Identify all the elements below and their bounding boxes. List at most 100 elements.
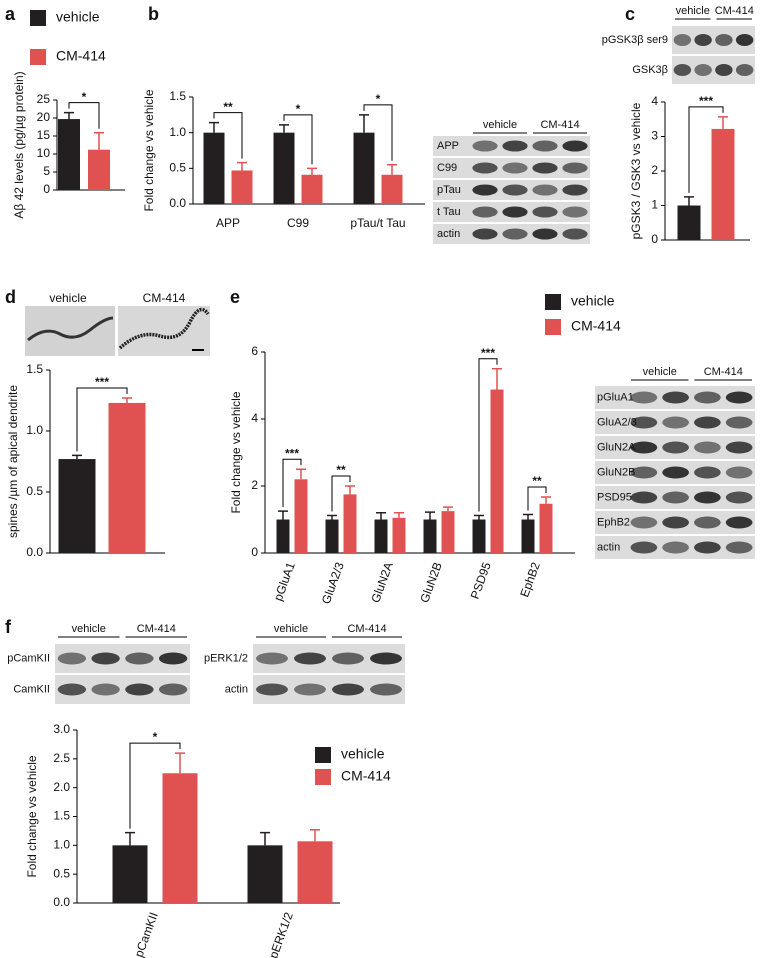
blot-band (725, 516, 753, 529)
x-tick-label: GluN2A (368, 560, 396, 604)
blot-band (725, 491, 753, 504)
blot-band (630, 416, 658, 429)
significance-bracket (688, 106, 724, 193)
bar (343, 494, 357, 553)
bar (273, 132, 295, 204)
blot-group-label: vehicle (676, 5, 710, 17)
blot-band (532, 184, 558, 196)
x-tick-label: EphB2 (517, 560, 543, 599)
blot-band (472, 228, 498, 240)
blot-band (662, 541, 689, 554)
blot-group-label: vehicle (274, 623, 308, 635)
bar (231, 170, 253, 204)
blot-band (294, 652, 326, 665)
blot-band (662, 391, 689, 404)
error-bar (125, 831, 135, 846)
blot-row-label: pTau (437, 184, 461, 196)
significance-bracket (283, 114, 313, 165)
significance-label: * (296, 102, 301, 116)
y-tick-label: 4 (651, 94, 658, 108)
y-tick-label: 10 (37, 146, 51, 160)
significance-bracket (331, 475, 351, 512)
bar (247, 845, 283, 903)
significance-bracket (478, 358, 498, 512)
blot-band (256, 683, 288, 696)
y-axis-label: spines /µm of apical dendrite (6, 385, 20, 538)
blot-band (630, 441, 658, 454)
blot-row-label: GluN2A (597, 441, 636, 453)
blot-band (472, 140, 498, 152)
bar (108, 402, 146, 553)
blot-band (694, 441, 721, 454)
bar (374, 519, 388, 553)
panel-letter: b (148, 4, 159, 24)
error-bar (394, 512, 404, 518)
dendrite (27, 316, 114, 342)
blot-band (472, 206, 498, 218)
error-bar (260, 831, 270, 846)
error-bar (492, 368, 502, 390)
error-bar (296, 468, 306, 480)
blot-band (662, 491, 689, 504)
blot-group-label: CM-414 (715, 5, 754, 17)
y-tick-label: 1.0 (53, 838, 70, 852)
y-tick-label: 0.5 (26, 484, 43, 498)
bar (112, 845, 148, 903)
blot-band (662, 441, 689, 454)
blot-band (256, 652, 288, 665)
blot-band (472, 184, 498, 196)
significance-label: *** (95, 375, 109, 389)
blot-band (694, 466, 721, 479)
x-tick-label: pTau/t Tau (350, 216, 405, 230)
blot-band (91, 652, 120, 665)
blot-band (715, 64, 733, 76)
blot-row-label: APP (437, 140, 459, 152)
panel-letter: d (5, 287, 16, 307)
blot-group-label: CM-414 (540, 119, 579, 131)
blot-band (630, 391, 658, 404)
y-axis-label: Aβ 42 levels (pg/µg protein) (12, 71, 26, 218)
error-bar (327, 514, 337, 520)
blot-band (57, 683, 87, 696)
blot-row-label: pGSK3β ser9 (602, 34, 668, 46)
y-tick-label: 4 (251, 411, 258, 425)
significance-label: * (82, 90, 87, 104)
dendrite (118, 307, 210, 350)
blot-band (332, 652, 364, 665)
y-tick-label: 0.5 (169, 161, 186, 175)
blot-band (630, 541, 658, 554)
bar (88, 149, 110, 190)
bar (58, 459, 96, 553)
blot-band (502, 228, 528, 240)
bar (521, 519, 535, 553)
x-tick-label: GluA2/3 (319, 560, 347, 606)
error-bar (64, 111, 74, 120)
error-bar (94, 132, 104, 150)
blot-band (562, 140, 588, 152)
x-tick-label: pGluA1 (271, 560, 298, 603)
y-axis-label: Fold change vs vehicle (142, 89, 156, 211)
blot-band (694, 541, 721, 554)
blot-row-label: actin (225, 683, 248, 695)
significance-label: *** (481, 346, 495, 360)
bar (441, 511, 455, 553)
bar (203, 132, 225, 204)
dendrite-image (25, 306, 115, 356)
blot-band (532, 140, 558, 152)
y-tick-label: 20 (37, 110, 51, 124)
bar (162, 773, 198, 903)
y-tick-label: 0 (43, 182, 50, 196)
blot-band (725, 416, 753, 429)
blot-group-label: vehicle (72, 623, 106, 635)
image-label: vehicle (49, 291, 87, 305)
blot-band (562, 184, 588, 196)
x-tick-label: pCamKII (132, 910, 161, 958)
blot-row-label: actin (597, 541, 620, 553)
blot-band (725, 441, 753, 454)
y-tick-label: 15 (37, 128, 51, 142)
image-label: CM-414 (143, 291, 186, 305)
error-bar (345, 485, 355, 495)
significance-bracket (129, 742, 181, 829)
blot-band (332, 683, 364, 696)
bar (353, 132, 375, 204)
